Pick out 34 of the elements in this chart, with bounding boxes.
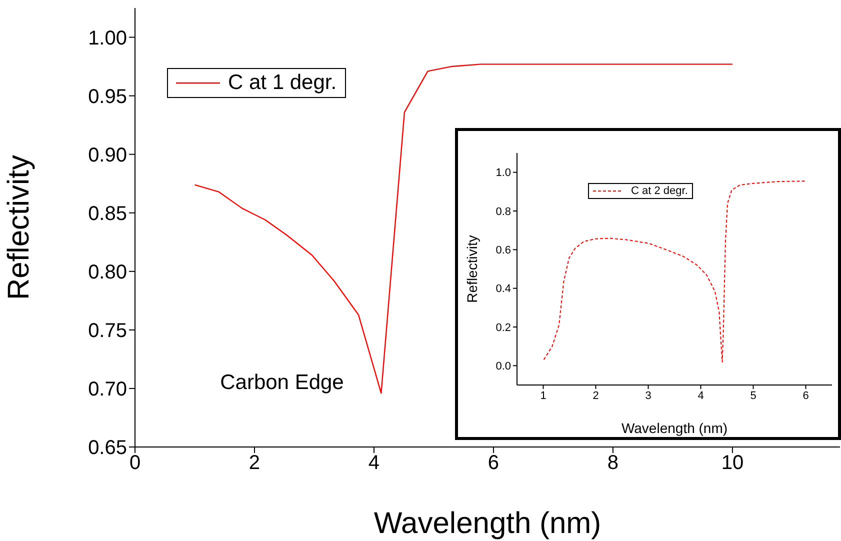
y-tick-label: 0.75	[88, 320, 127, 342]
x-tick-label: 3	[645, 390, 652, 402]
y-tick-label: 0.80	[88, 262, 127, 284]
x-tick-label: 0	[129, 452, 141, 474]
x-tick-label: 5	[750, 390, 756, 402]
line-series	[543, 180, 806, 362]
y-tick-label: 0.95	[88, 86, 127, 108]
y-tick-label: 0.4	[496, 283, 511, 296]
x-tick-label: 2	[248, 452, 260, 474]
y-tick-label: 0.0	[496, 360, 511, 373]
x-axis-title: Wavelength (nm)	[374, 507, 602, 540]
y-tick-label: 0.2	[496, 322, 511, 334]
x-tick-label: 6	[802, 390, 809, 402]
y-tick-label: 0.70	[88, 378, 127, 401]
x-tick-label: 8	[607, 452, 619, 474]
annotation: Carbon Edge	[220, 371, 344, 394]
y-tick-label: 0.90	[88, 144, 127, 166]
x-tick-label: 1	[540, 390, 546, 402]
x-tick-label: 10	[721, 452, 744, 474]
x-axis-title: Wavelength (nm)	[621, 420, 728, 436]
y-tick-label: 0.6	[496, 244, 511, 257]
x-tick-label: 4	[698, 390, 704, 402]
x-tick-label: 2	[592, 390, 599, 402]
y-tick-label: 0.65	[88, 437, 127, 460]
y-axis-title: Reflectivity	[464, 235, 480, 303]
x-tick-label: 6	[488, 452, 500, 474]
y-tick-label: 1.0	[496, 167, 511, 180]
y-tick-label: 0.8	[496, 206, 511, 218]
y-tick-label: 1.00	[88, 27, 127, 50]
y-tick-label: 0.85	[88, 202, 127, 225]
x-tick-label: 4	[368, 452, 380, 474]
legend-label: C at 2 degr.	[630, 185, 688, 197]
legend-label: C at 1 degr.	[227, 71, 337, 95]
y-axis-title: Reflectivity	[2, 154, 36, 300]
